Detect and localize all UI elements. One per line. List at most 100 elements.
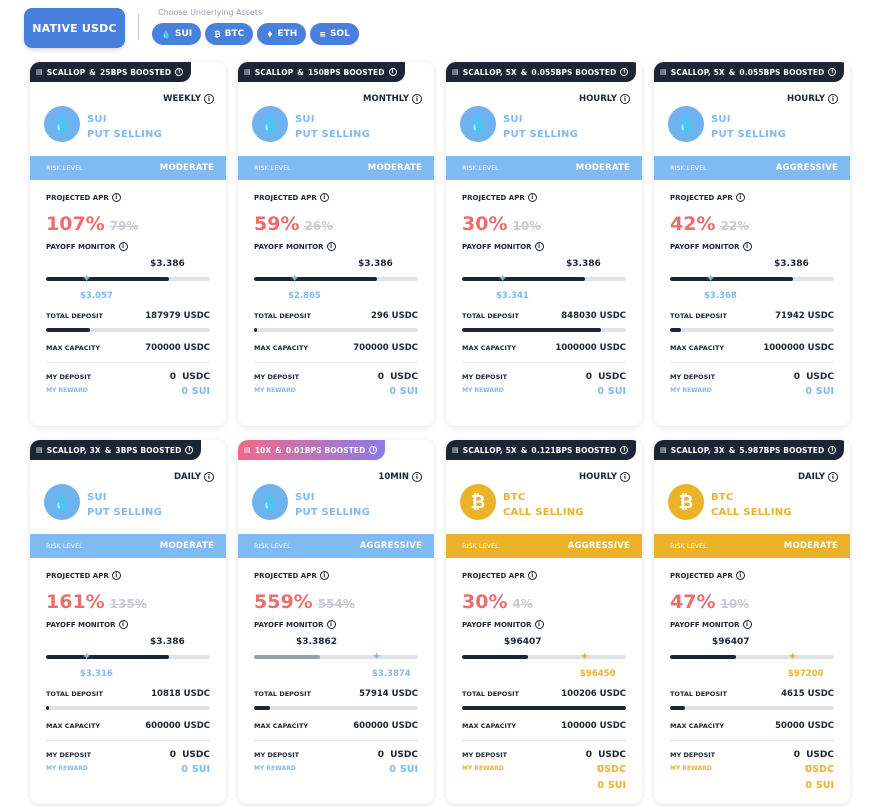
info-icon[interactable]: i (527, 571, 537, 580)
my-reward-unit: USDC (596, 764, 626, 775)
info-icon[interactable]: i (326, 620, 336, 629)
boost-badge: ▤ SCALLOP, 5X & 0.055BPS BOOSTED i (446, 62, 637, 82)
divider (46, 362, 210, 363)
spot-marker-icon: ✦ (498, 272, 508, 285)
deposit-track (254, 328, 418, 332)
vault-card[interactable]: ▤ SCALLOP & 150BPS BOOSTED i MONTHLY i 💧 SU… (238, 62, 434, 426)
my-deposit-value: 0 (585, 372, 592, 382)
info-icon[interactable]: i (735, 193, 745, 202)
chip-btc[interactable]: ₿ BTC (205, 23, 254, 45)
my-reward-unit: SUI (815, 386, 834, 397)
frequency-text: 10MIN (378, 472, 409, 482)
total-deposit-row: TOTAL DEPOSIT 4615 USDC (670, 689, 834, 699)
strike-price: $3.386 (150, 259, 185, 269)
label-text: PROJECTED APR (46, 571, 109, 580)
risk-level-label: RISK LEVEL (46, 164, 83, 172)
max-capacity-row: MAX CAPACITY 600000 USDC (254, 721, 418, 731)
info-icon[interactable]: i (620, 68, 629, 76)
info-icon[interactable]: i (118, 620, 128, 629)
info-icon[interactable]: i (204, 472, 214, 482)
deposit-track (254, 706, 418, 710)
info-icon[interactable]: i (527, 193, 537, 202)
info-icon[interactable]: i (828, 94, 838, 104)
risk-level-value: MODERATE (159, 163, 214, 173)
info-icon[interactable]: i (319, 571, 329, 580)
apr-display: 161% 135% (46, 591, 147, 613)
chip-sol[interactable]: ≡ SOL (310, 23, 359, 45)
info-icon[interactable]: i (828, 472, 838, 482)
info-icon[interactable]: i (369, 446, 378, 454)
max-capacity-label: MAX CAPACITY (462, 344, 517, 352)
apr-value: 42% (670, 213, 716, 235)
payoff-track (670, 655, 834, 659)
total-deposit-label: TOTAL DEPOSIT (46, 690, 103, 698)
my-deposit-label: MY DEPOSIT (254, 373, 300, 381)
spot-price: $96450 (580, 669, 616, 679)
label-text: PAYOFF MONITOR (462, 242, 532, 251)
deposit-fill (462, 706, 626, 710)
info-icon[interactable]: i (319, 193, 329, 202)
info-icon[interactable]: i (412, 94, 422, 104)
info-icon[interactable]: i (111, 193, 121, 202)
max-capacity-row: MAX CAPACITY 700000 USDC (46, 343, 210, 353)
max-capacity-label: MAX CAPACITY (670, 344, 725, 352)
payoff-fill (46, 655, 169, 659)
strike-price: $3.386 (150, 637, 185, 647)
bitcoin-icon: ₿ (460, 484, 496, 520)
info-icon[interactable]: i (204, 94, 214, 104)
vault-card[interactable]: ▤ SCALLOP, 3X & 3BPS BOOSTED i DAILY i 💧 SU… (30, 440, 226, 804)
vault-card[interactable]: ▤ SCALLOP, 3X & 5.987BPS BOOSTED i DAILY i … (654, 440, 850, 804)
my-reward-value: 0 (181, 764, 188, 775)
info-icon[interactable]: i (735, 571, 745, 580)
info-icon[interactable]: i (620, 446, 629, 454)
projected-apr-label: PROJECTED APR i (462, 193, 537, 202)
info-icon[interactable]: i (742, 242, 752, 251)
asset-symbol: SUI (711, 114, 731, 125)
total-deposit-row: TOTAL DEPOSIT 71942 USDC (670, 311, 834, 321)
max-capacity-label: MAX CAPACITY (254, 344, 309, 352)
spot-price: $2.865 (288, 291, 321, 301)
info-icon[interactable]: i (118, 242, 128, 251)
native-usdc-button[interactable]: NATIVE USDC (24, 8, 125, 48)
payoff-monitor-label: PAYOFF MONITOR i (670, 242, 752, 251)
max-capacity-label: MAX CAPACITY (254, 722, 309, 730)
boost-amount: 0.055BPS BOOSTED (739, 67, 825, 77)
vault-card[interactable]: ▤ SCALLOP, 5X & 0.121BPS BOOSTED i HOURLY i… (446, 440, 642, 804)
info-icon[interactable]: i (620, 472, 630, 482)
info-icon[interactable]: i (175, 68, 184, 76)
info-icon[interactable]: i (111, 571, 121, 580)
payoff-track (254, 655, 418, 659)
vault-card[interactable]: ▤ SCALLOP, 5X & 0.055BPS BOOSTED i HOURLY i… (446, 62, 642, 426)
info-icon[interactable]: i (828, 446, 837, 454)
sui-drop-icon: 💧 (460, 106, 496, 142)
info-icon[interactable]: i (828, 68, 837, 76)
info-icon[interactable]: i (742, 620, 752, 629)
info-icon[interactable]: i (388, 68, 397, 76)
strike-price: $96407 (712, 637, 750, 647)
info-icon[interactable]: i (620, 94, 630, 104)
strategy-name: PUT SELLING (87, 507, 163, 518)
label-text: PAYOFF MONITOR (46, 620, 116, 629)
boost-source: 10X (254, 445, 272, 455)
boost-badge: ▤ SCALLOP & 150BPS BOOSTED i (238, 62, 405, 82)
vault-card[interactable]: ▤ SCALLOP & 25BPS BOOSTED i WEEKLY i 💧 SUI … (30, 62, 226, 426)
info-icon[interactable]: i (534, 242, 544, 251)
asset-symbol: SUI (87, 492, 107, 503)
deposit-track (462, 328, 626, 332)
max-capacity-value: 600000 USDC (353, 721, 418, 731)
my-reward-unit: SUI (399, 764, 418, 775)
total-deposit-value: 848030 USDC (561, 311, 626, 321)
info-icon[interactable]: i (326, 242, 336, 251)
total-deposit-label: TOTAL DEPOSIT (46, 312, 103, 320)
vault-card[interactable]: ▤ SCALLOP, 5X & 0.055BPS BOOSTED i HOURLY i… (654, 62, 850, 426)
divider (670, 740, 834, 741)
info-icon[interactable]: i (534, 620, 544, 629)
chip-eth[interactable]: ♦ ETH (257, 23, 307, 45)
vault-card[interactable]: ▤ 10X & 0.01BPS BOOSTED i 10MIN i 💧 SUI PUT… (238, 440, 434, 804)
info-icon[interactable]: i (412, 472, 422, 482)
my-reward-label: MY REWARD (462, 387, 504, 394)
my-reward-label: MY REWARD (462, 765, 504, 772)
info-icon[interactable]: i (185, 446, 194, 454)
risk-level-value: AGGRESSIVE (567, 541, 630, 551)
chip-sui[interactable]: 💧 SUI (152, 23, 202, 45)
